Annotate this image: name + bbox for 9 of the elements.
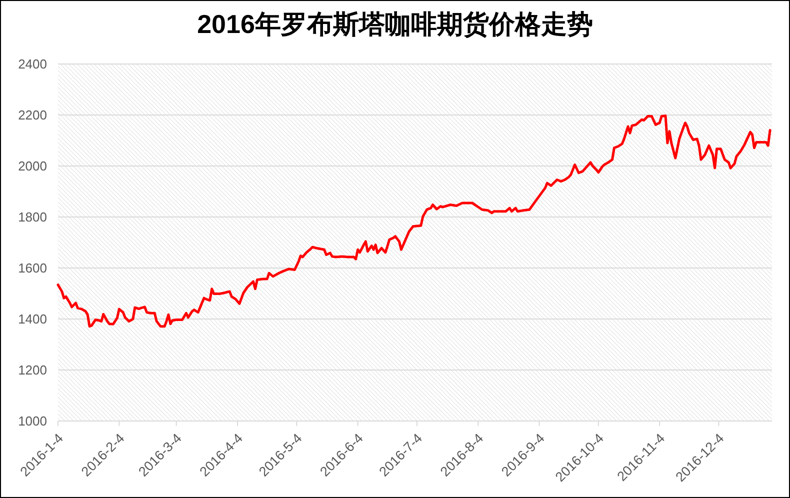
y-tick-label: 1400 xyxy=(18,312,47,326)
y-tick-label: 1000 xyxy=(18,414,47,428)
y-tick-label: 2000 xyxy=(18,158,47,174)
y-tick-label: 2200 xyxy=(18,108,47,122)
y-tick-label: 1200 xyxy=(18,362,47,378)
y-tick-label: 1800 xyxy=(18,210,47,224)
y-tick-label: 1600 xyxy=(18,260,47,276)
chart-title: 2016年罗布斯塔咖啡期货价格走势 xyxy=(197,9,593,39)
y-tick-label: 2400 xyxy=(18,56,47,72)
